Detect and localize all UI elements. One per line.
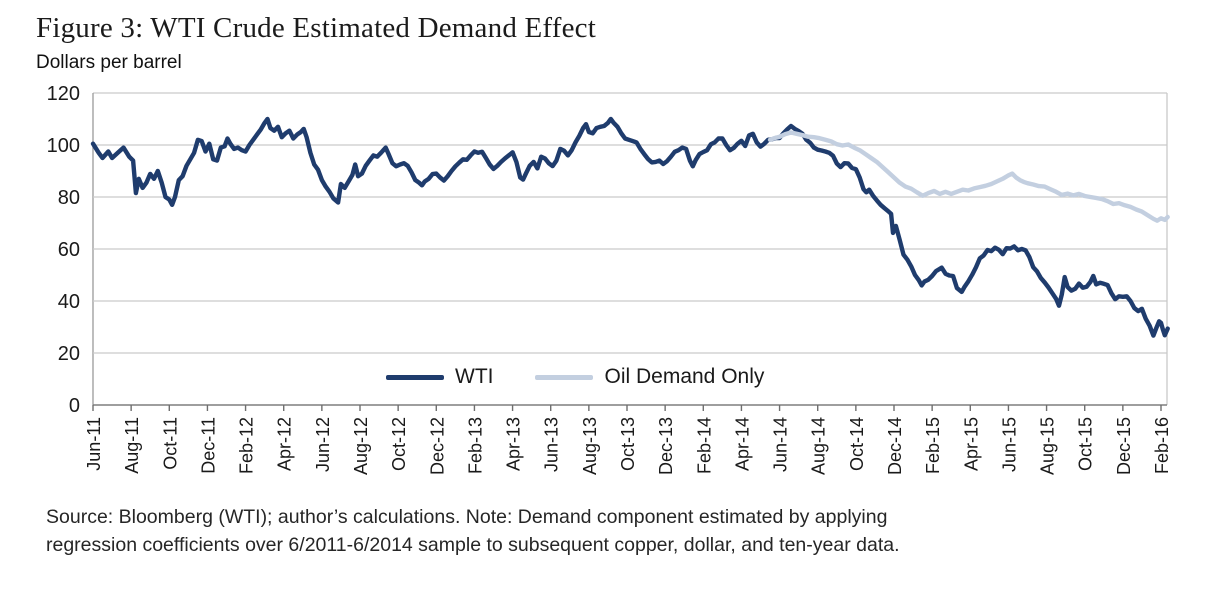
x-tick-label: Jun-11 (84, 417, 104, 471)
x-tick-label: Oct-11 (160, 417, 180, 470)
demand-line-swatch (535, 374, 594, 380)
legend-item-demand: Oil Demand Only (535, 365, 764, 389)
x-tick-label: Oct-14 (847, 417, 867, 471)
legend-label-wti: WTI (455, 365, 494, 388)
x-tick-label: Aug-11 (122, 417, 142, 474)
x-tick-label: Oct-13 (618, 417, 638, 471)
x-tick-label: Jun-12 (313, 417, 333, 472)
source-note-line-1: Source: Bloomberg (WTI); author’s calcul… (46, 506, 888, 528)
x-tick-label: Dec-15 (1114, 417, 1134, 475)
x-tick-label: Jun-13 (542, 417, 562, 472)
y-tick-label: 20 (58, 343, 80, 365)
y-tick-label: 100 (47, 135, 80, 157)
x-tick-label: Apr-15 (961, 417, 981, 471)
wti-line-swatch (386, 374, 444, 380)
x-tick-label: Feb-14 (694, 417, 714, 474)
x-tick-label: Feb-12 (237, 417, 257, 474)
x-tick-label: Aug-13 (580, 417, 600, 475)
x-tick-label: Dec-14 (885, 417, 905, 475)
x-tick-label: Aug-14 (809, 417, 829, 475)
x-tick-label: Dec-13 (656, 417, 676, 475)
x-tick-label: Dec-12 (427, 417, 447, 475)
x-tick-label: Jun-15 (999, 417, 1019, 472)
x-tick-label: Oct-12 (389, 417, 409, 471)
x-tick-label: Apr-13 (504, 417, 524, 471)
x-tick-label: Apr-12 (275, 417, 295, 471)
x-tick-label: Apr-14 (732, 417, 752, 471)
axis-units-label: Dollars per barrel (36, 52, 182, 73)
x-tick-label: Feb-13 (465, 417, 485, 474)
demand-series-line (767, 130, 1170, 223)
legend: WTI Oil Demand Only (386, 365, 764, 389)
legend-item-wti: WTI (386, 365, 493, 389)
x-tick-label: Aug-15 (1038, 417, 1058, 475)
legend-label-demand: Oil Demand Only (604, 365, 765, 388)
x-tick-label: Dec-11 (198, 417, 218, 474)
figure-title: Figure 3: WTI Crude Estimated Demand Eff… (36, 12, 596, 44)
source-note-line-2: regression coefficients over 6/2011-6/20… (46, 533, 900, 556)
y-tick-label: 40 (58, 291, 80, 313)
y-tick-label: 80 (58, 187, 80, 209)
x-tick-label: Jun-14 (771, 417, 791, 472)
y-tick-label: 120 (47, 83, 80, 105)
wti-series-line (90, 116, 1170, 338)
x-tick-label: Oct-15 (1076, 417, 1096, 471)
x-tick-label: Feb-16 (1152, 417, 1172, 474)
x-tick-label: Aug-12 (351, 417, 371, 475)
y-tick-label: 0 (69, 395, 80, 417)
y-tick-label: 60 (58, 239, 80, 261)
source-note: Source: Bloomberg (WTI); author’s calcul… (46, 504, 900, 559)
x-tick-label: Feb-15 (923, 417, 943, 474)
